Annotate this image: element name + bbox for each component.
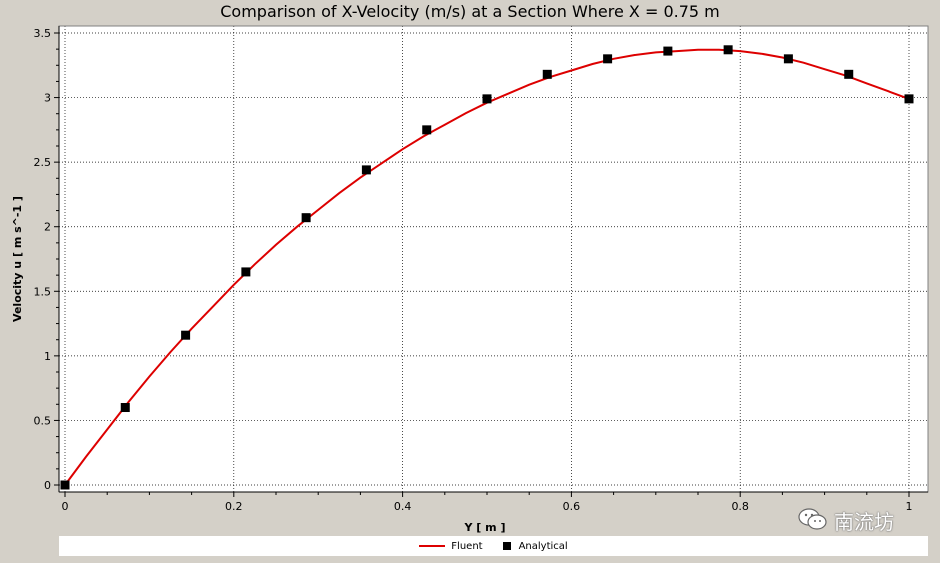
y-tick-label: 2 — [44, 221, 51, 234]
legend-label-fluent: Fluent — [451, 540, 483, 552]
data-point-analytical — [181, 330, 191, 340]
data-point-analytical — [361, 165, 371, 175]
grid-layer — [59, 26, 928, 492]
series-layer — [60, 45, 914, 490]
legend-line-swatch — [419, 545, 446, 547]
legend-label-analytical: Analytical — [518, 540, 568, 552]
data-point-analytical — [422, 125, 432, 135]
data-point-analytical — [301, 213, 311, 223]
data-point-analytical — [603, 54, 613, 64]
x-tick-label: 0 — [62, 500, 69, 513]
data-point-analytical — [241, 267, 251, 277]
data-point-analytical — [904, 94, 914, 104]
legend-marker-swatch — [502, 542, 511, 550]
x-tick-label: 0.2 — [225, 500, 243, 513]
y-tick-label: 0 — [44, 479, 51, 492]
axis-layer: 0 0.2 0.4 0.6 0.8 1 0 0.5 1 1.5 2 2.5 3 3.5 — [34, 25, 929, 513]
x-axis-label: Y [ m ] — [464, 521, 506, 534]
y-tick-label: 1.5 — [34, 285, 52, 298]
x-tick-label: 0.4 — [394, 500, 412, 513]
y-tick-label: 3.5 — [34, 27, 52, 40]
watermark-text: 南流坊 — [834, 509, 894, 534]
data-point-analytical — [120, 403, 130, 413]
data-point-analytical — [783, 54, 793, 64]
y-tick-label: 3 — [44, 92, 51, 105]
data-point-analytical — [482, 94, 492, 104]
data-point-analytical — [723, 45, 733, 55]
legend-item-analytical: Analytical — [499, 541, 568, 552]
data-point-analytical — [542, 69, 552, 79]
y-tick-label: 0.5 — [34, 414, 52, 427]
legend-item-fluent: Fluent — [419, 540, 483, 552]
watermark: 南流坊 — [798, 504, 928, 536]
y-tick-label: 1 — [44, 350, 51, 363]
y-tick-label: 2.5 — [34, 156, 52, 169]
chart-title: Comparison of X-Velocity (m/s) at a Sect… — [220, 2, 720, 21]
y-axis-label: Velocity u [ m s^-1 ] — [11, 196, 24, 322]
data-point-analytical — [663, 46, 673, 56]
legend: Fluent Analytical — [59, 536, 928, 556]
x-tick-label: 0.8 — [731, 500, 749, 513]
plot-background — [59, 26, 928, 492]
x-tick-label: 1 — [906, 500, 913, 513]
wechat-icon — [798, 508, 827, 530]
data-point-analytical — [60, 480, 70, 490]
x-tick-label: 0.6 — [563, 500, 581, 513]
data-point-analytical — [844, 69, 854, 79]
